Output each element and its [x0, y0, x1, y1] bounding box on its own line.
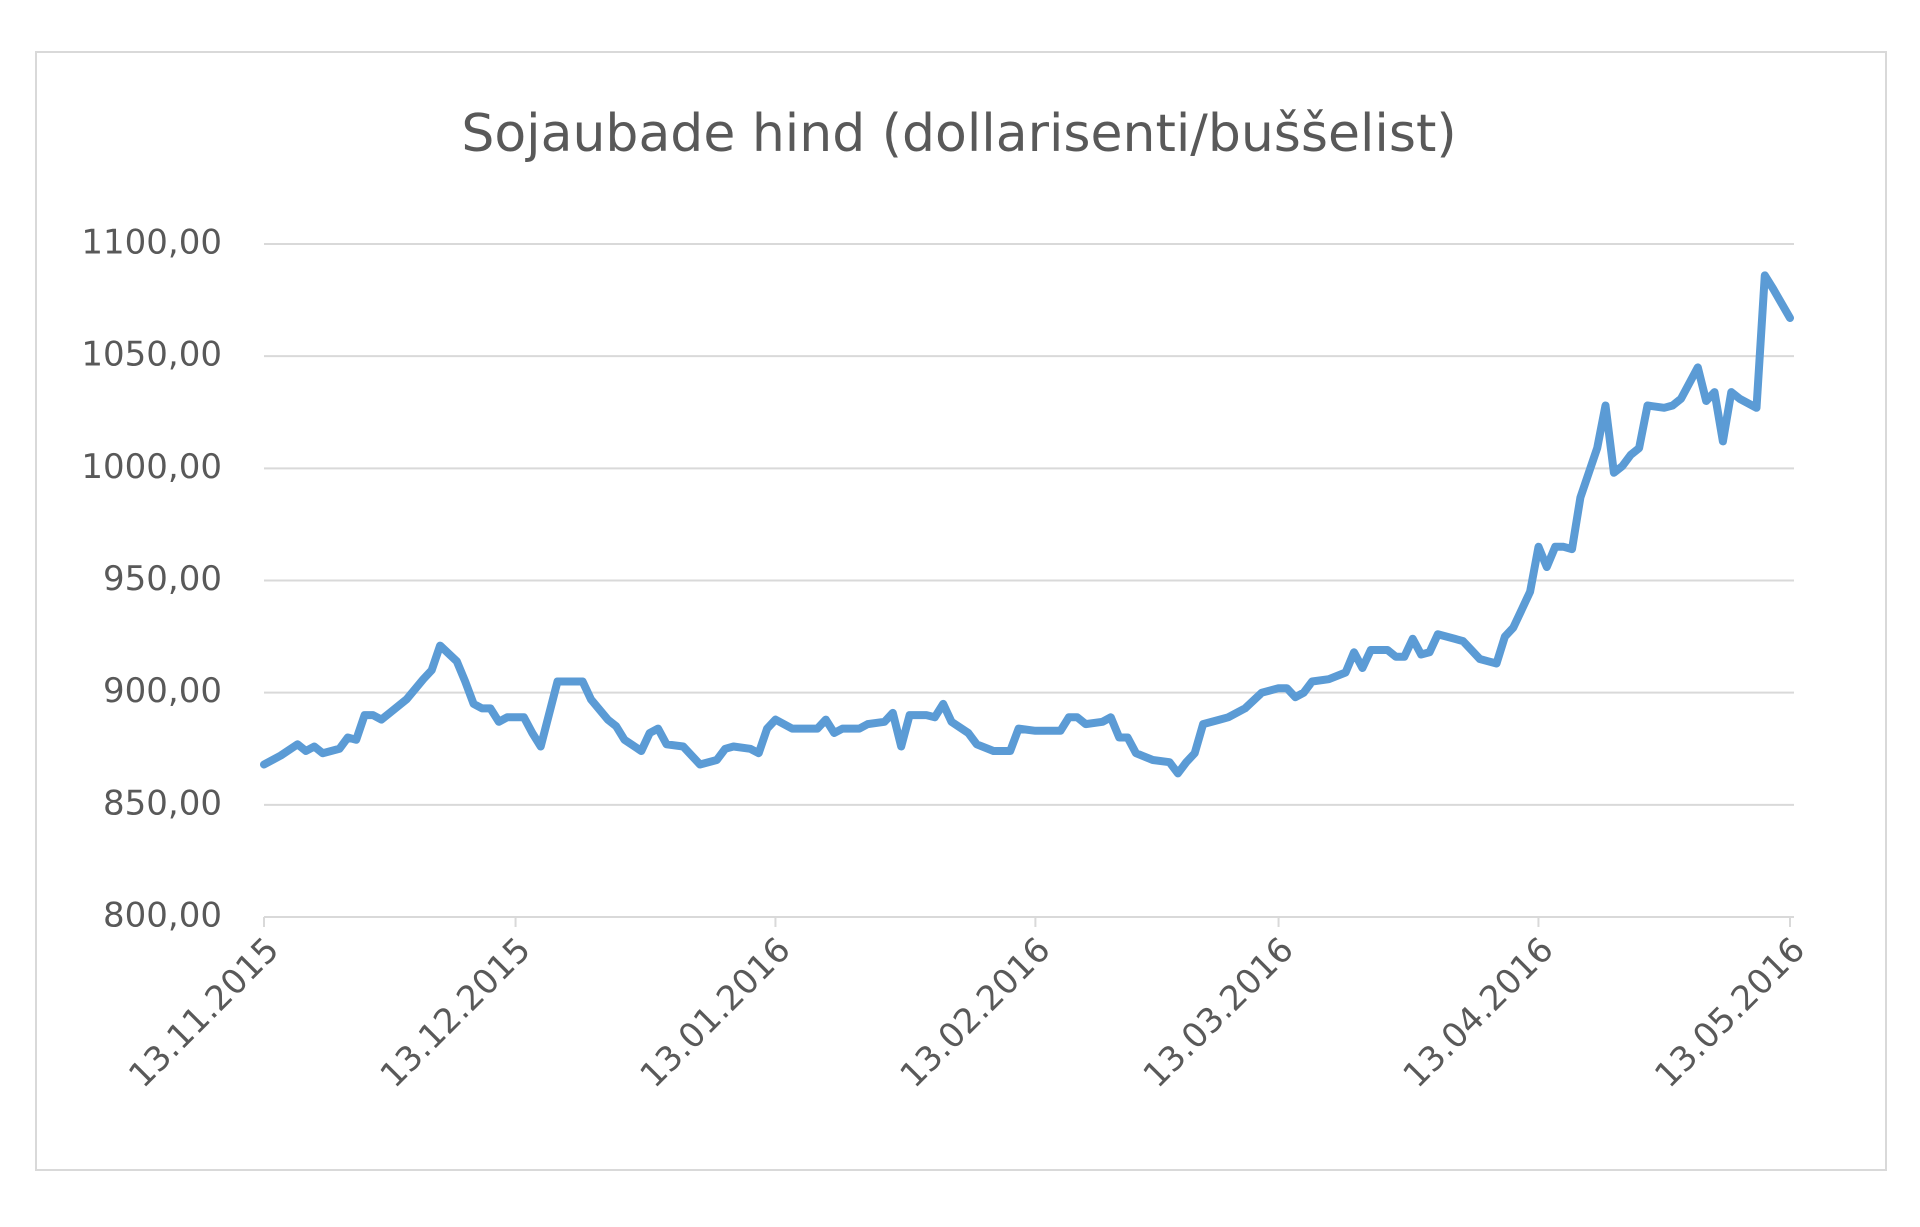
y-tick-label: 900,00 [103, 671, 222, 711]
chart-title: Sojaubade hind (dollarisenti/buššelist) [461, 104, 1456, 164]
data-line [260, 271, 1794, 778]
y-tick-label: 800,00 [103, 896, 222, 936]
y-tick-label: 1000,00 [81, 447, 222, 487]
y-tick-label: 950,00 [103, 559, 222, 599]
y-tick-label: 850,00 [103, 783, 222, 823]
y-tick-label: 1100,00 [81, 223, 222, 263]
chart-border [35, 51, 1887, 1171]
y-tick-label: 1050,00 [81, 335, 222, 375]
